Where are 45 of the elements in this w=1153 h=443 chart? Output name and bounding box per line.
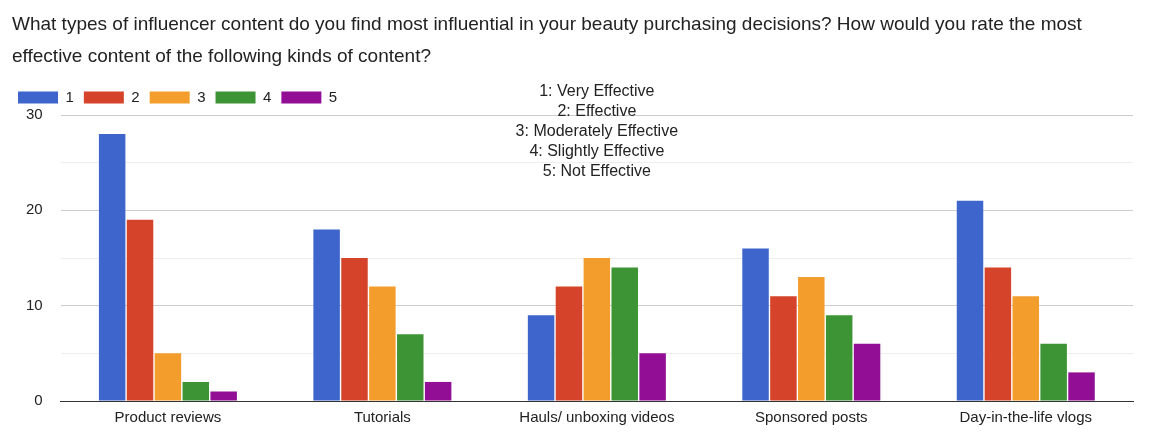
x-tick-label: Hauls/ unboxing videos bbox=[519, 408, 675, 426]
x-tick-label: Sponsored posts bbox=[755, 408, 868, 426]
legend-label: 1 bbox=[65, 87, 74, 105]
chart-title: What types of influencer content do you find most influential in your beauty purchasing decisions? How would you rate the most effective content of the following kinds of content? bbox=[11, 12, 1083, 68]
bar bbox=[210, 391, 237, 401]
y-tick-label: 0 bbox=[34, 391, 43, 409]
bar bbox=[984, 267, 1012, 401]
annotation: 2: Effective bbox=[557, 102, 637, 120]
bar bbox=[182, 381, 210, 401]
bar bbox=[1068, 372, 1095, 401]
bar bbox=[369, 286, 396, 401]
bar bbox=[825, 315, 853, 401]
bar bbox=[527, 315, 555, 401]
annotation: 4: Slightly Effective bbox=[529, 142, 665, 160]
annotation: 5: Not Effective bbox=[542, 162, 652, 180]
text: 1: Very Effective bbox=[539, 82, 655, 100]
legend-label: 3 bbox=[197, 87, 206, 105]
bar bbox=[611, 267, 638, 401]
legend-label: 2 bbox=[131, 87, 140, 105]
bar bbox=[313, 229, 340, 401]
x-tick-label: Tutorials bbox=[353, 408, 411, 426]
bar bbox=[742, 248, 769, 401]
y-tick-label: 10 bbox=[26, 295, 43, 313]
bar bbox=[397, 334, 424, 401]
x-tick-label: Day-in-the-life vlogs bbox=[959, 408, 1093, 426]
bar bbox=[424, 381, 452, 401]
bar bbox=[154, 353, 182, 401]
bar bbox=[341, 258, 368, 401]
bar bbox=[583, 258, 611, 401]
bar bbox=[98, 134, 126, 401]
y-tick-label: 30 bbox=[26, 105, 43, 123]
bar bbox=[853, 343, 881, 401]
annotation: 3: Moderately Effective bbox=[515, 122, 679, 140]
bar bbox=[639, 353, 666, 401]
x-tick-label: Product reviews bbox=[114, 408, 222, 426]
bar bbox=[798, 277, 825, 401]
bar bbox=[126, 219, 154, 401]
bar bbox=[956, 200, 984, 401]
legend-label: 5 bbox=[328, 87, 338, 105]
legend-label: 4 bbox=[263, 87, 272, 105]
bar bbox=[555, 286, 583, 401]
bar bbox=[1012, 296, 1040, 401]
y-tick-label: 20 bbox=[26, 200, 43, 218]
bar bbox=[770, 296, 797, 401]
bar bbox=[1040, 343, 1067, 401]
